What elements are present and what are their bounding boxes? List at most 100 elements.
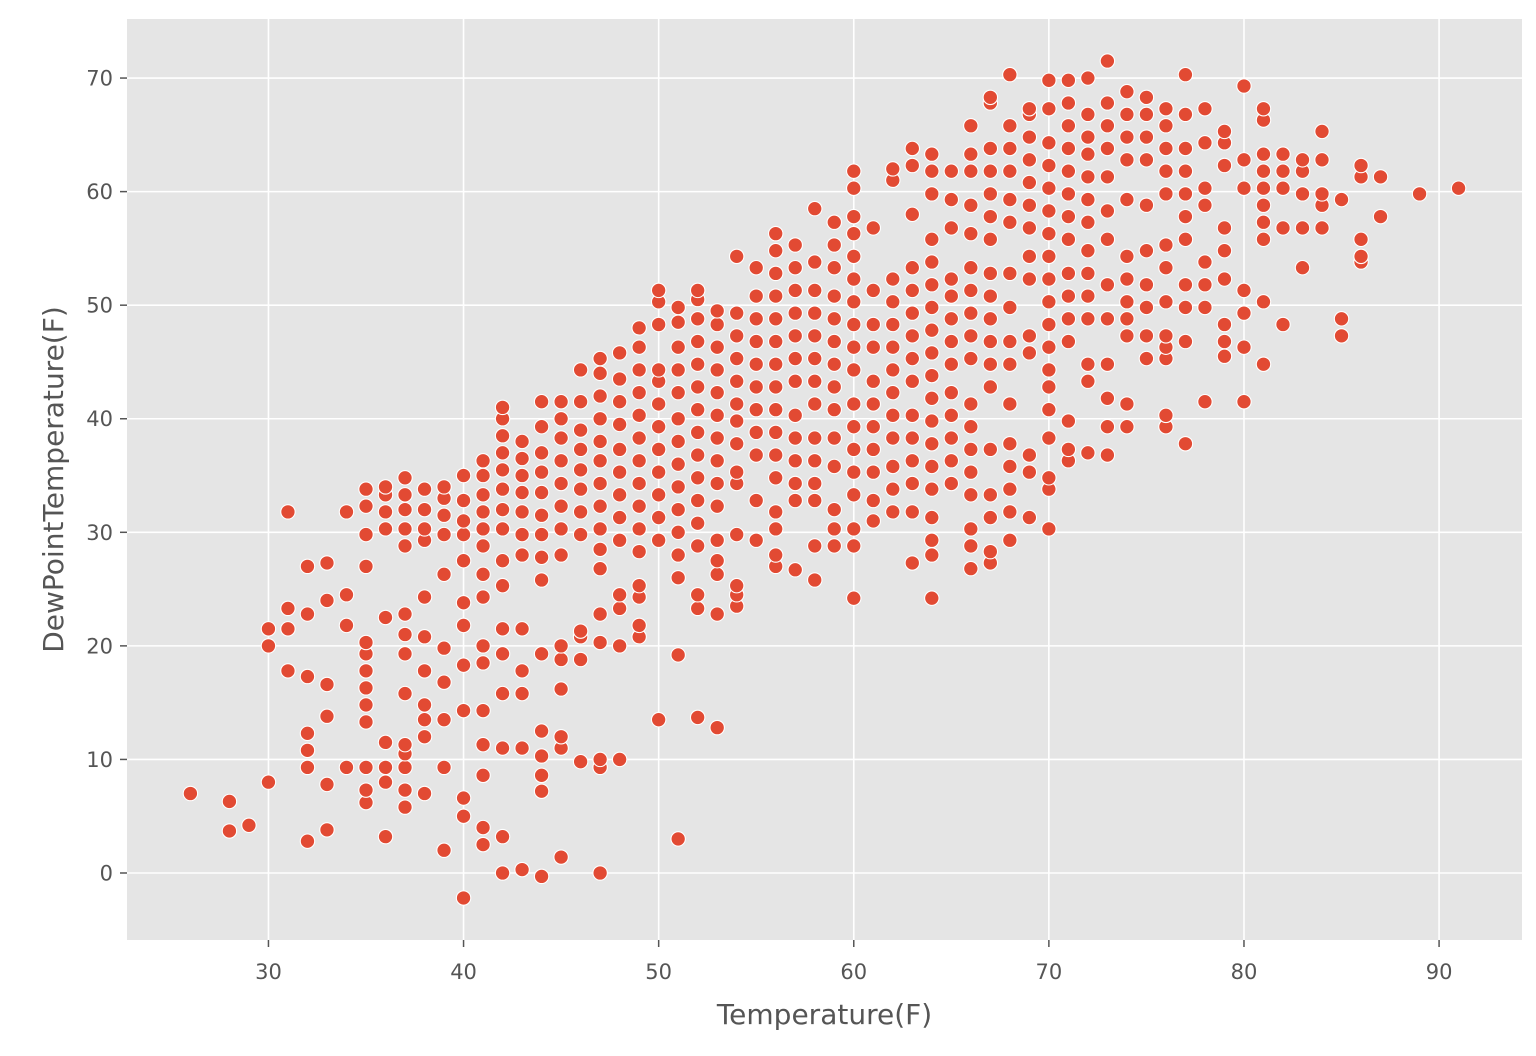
data-point: [650, 362, 667, 378]
data-point: [865, 396, 882, 412]
data-point: [377, 479, 394, 495]
data-point: [670, 410, 686, 427]
data-point: [1002, 356, 1018, 372]
data-point: [1060, 231, 1077, 248]
data-point: [709, 498, 725, 514]
data-point: [924, 186, 940, 202]
data-point: [865, 513, 882, 529]
data-point: [475, 521, 491, 537]
data-point: [846, 441, 862, 458]
data-point: [358, 498, 374, 514]
data-point: [1002, 66, 1018, 83]
data-point: [1216, 242, 1233, 259]
data-point: [1041, 362, 1057, 378]
data-point: [592, 475, 608, 492]
data-point: [494, 399, 511, 416]
data-point: [806, 475, 823, 492]
data-point: [846, 163, 862, 179]
data-point: [475, 767, 491, 784]
data-point: [299, 558, 316, 575]
data-point: [475, 487, 491, 503]
data-point: [963, 487, 979, 503]
data-point: [1177, 208, 1194, 225]
data-point: [1177, 299, 1194, 316]
data-point: [1255, 163, 1272, 179]
data-point: [1197, 299, 1213, 316]
data-point: [1197, 135, 1213, 151]
data-point: [1041, 339, 1057, 355]
data-point: [592, 541, 608, 558]
data-point: [1002, 481, 1018, 497]
data-point: [728, 373, 745, 390]
data-point: [1119, 294, 1135, 310]
data-point: [904, 157, 921, 174]
data-point: [1138, 106, 1155, 123]
data-point: [885, 316, 901, 333]
data-point: [1236, 339, 1252, 355]
data-point: [787, 237, 803, 253]
data-point: [943, 163, 960, 179]
data-point: [963, 350, 979, 367]
data-point: [1060, 140, 1077, 157]
data-point: [553, 393, 569, 410]
data-point: [1041, 521, 1057, 537]
data-point: [377, 504, 394, 520]
data-point: [553, 521, 569, 537]
data-point: [397, 538, 413, 554]
data-point: [1333, 328, 1350, 344]
data-point: [826, 430, 843, 446]
data-point: [611, 371, 628, 387]
data-point: [592, 365, 608, 382]
data-point: [670, 647, 686, 663]
data-point: [631, 362, 647, 378]
data-point: [1314, 123, 1330, 140]
data-point: [1255, 180, 1272, 196]
data-point: [728, 248, 745, 265]
data-point: [533, 723, 550, 739]
data-point: [1041, 203, 1057, 219]
data-point: [1216, 220, 1233, 236]
data-point: [455, 617, 472, 634]
data-point: [670, 299, 686, 316]
data-point: [846, 271, 862, 287]
data-point: [475, 638, 491, 654]
data-point: [1119, 191, 1135, 208]
data-point: [494, 646, 511, 662]
data-point: [1275, 180, 1291, 196]
data-point: [846, 180, 862, 196]
data-point: [572, 393, 589, 410]
data-point: [865, 464, 882, 480]
data-point: [358, 558, 374, 575]
data-point: [1177, 186, 1194, 202]
data-point: [1255, 214, 1272, 231]
data-point: [1216, 157, 1233, 174]
data-point: [1314, 220, 1330, 236]
data-point: [1099, 95, 1116, 111]
data-point: [631, 339, 647, 355]
data-point: [963, 538, 979, 554]
data-point: [1216, 123, 1233, 140]
data-point: [1041, 470, 1057, 486]
data-point: [924, 163, 940, 179]
data-point: [397, 487, 413, 503]
data-point: [943, 384, 960, 401]
data-point: [1021, 464, 1038, 480]
data-point: [631, 475, 647, 492]
data-point: [592, 751, 608, 768]
data-point: [494, 865, 511, 881]
data-point: [533, 445, 550, 461]
data-point: [1255, 100, 1272, 117]
data-point: [689, 538, 706, 554]
data-point: [631, 577, 647, 594]
x-tick-label: 50: [645, 960, 672, 984]
data-point: [904, 206, 921, 223]
data-point: [689, 356, 706, 372]
data-point: [299, 606, 316, 622]
data-point: [1060, 163, 1077, 179]
data-point: [904, 555, 921, 571]
data-point: [1119, 152, 1135, 168]
data-point: [689, 311, 706, 327]
data-point: [319, 822, 335, 838]
data-point: [533, 464, 550, 480]
data-point: [826, 311, 843, 327]
